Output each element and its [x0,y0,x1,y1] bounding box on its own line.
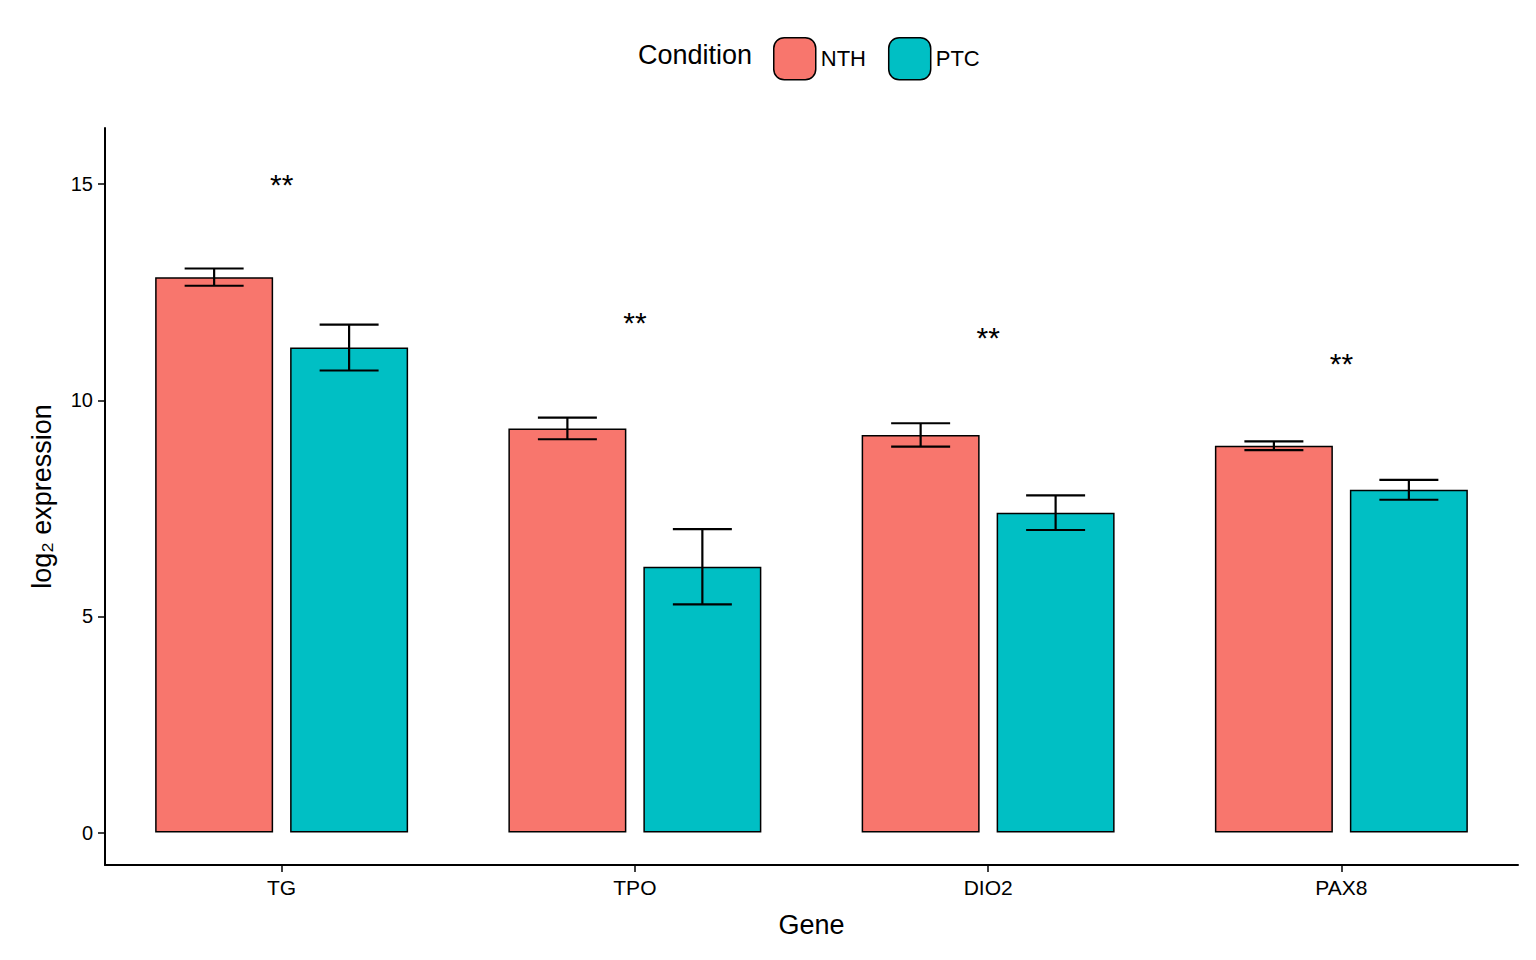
svg-text:**: ** [1330,347,1354,380]
svg-text:10: 10 [71,389,93,411]
svg-text:**: ** [623,306,647,339]
svg-text:NTH: NTH [821,46,866,71]
svg-text:Gene: Gene [778,910,844,940]
svg-text:**: ** [976,321,1000,354]
svg-text:DIO2: DIO2 [964,876,1013,899]
svg-text:15: 15 [71,173,93,195]
svg-text:Condition: Condition [638,40,752,70]
svg-text:PTC: PTC [936,46,980,71]
svg-text:0: 0 [82,822,93,844]
svg-text:PAX8: PAX8 [1315,876,1367,899]
svg-text:log₂ expression: log₂ expression [27,404,57,589]
svg-text:5: 5 [82,605,93,627]
svg-text:TG: TG [267,876,296,899]
svg-text:TPO: TPO [613,876,656,899]
svg-text:**: ** [270,168,294,201]
